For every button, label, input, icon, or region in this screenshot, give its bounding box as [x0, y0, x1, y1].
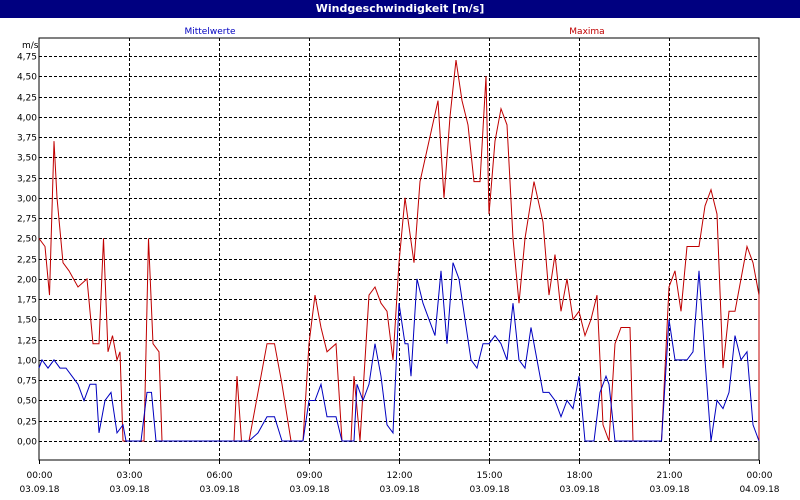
x-tick-time: 21:00 [657, 471, 683, 481]
chart-title: Windgeschwindigkeit [m/s] [0, 0, 800, 18]
series-layer [38, 60, 760, 442]
series-mittelwerte-line [38, 262, 760, 442]
y-tick-label: 2,75 [17, 215, 37, 225]
x-tick-time: 03:00 [117, 471, 143, 481]
x-tick-time: 09:00 [297, 471, 323, 481]
legend-mittelwerte: Mittelwerte [184, 27, 235, 37]
y-tick-label: 2,25 [17, 256, 37, 266]
x-tick-date: 03.09.18 [199, 485, 239, 495]
x-tick-time: 12:00 [387, 471, 413, 481]
x-tick-time: 00:00 [747, 471, 773, 481]
y-tick-label: 3,25 [17, 175, 37, 185]
x-tick-date: 03.09.18 [559, 485, 599, 495]
x-tick-time: 15:00 [477, 471, 503, 481]
y-tick-label: 4,50 [17, 73, 37, 83]
y-tick-label: 0,50 [17, 397, 37, 407]
x-tick-date: 03.09.18 [379, 485, 419, 495]
y-tick-label: 1,00 [17, 357, 37, 367]
x-tick-time: 18:00 [567, 471, 593, 481]
y-tick-label: 0,75 [17, 377, 37, 387]
y-tick-label: 0,25 [17, 418, 37, 428]
y-tick-label: 1,75 [17, 296, 37, 306]
x-tick-date: 03.09.18 [19, 485, 59, 495]
y-tick-label: 3,50 [17, 154, 37, 164]
x-tick-date: 03.09.18 [109, 485, 149, 495]
y-tick-label: 4,75 [17, 53, 37, 63]
x-tick-date: 03.09.18 [289, 485, 329, 495]
y-axis-label: m/s [22, 41, 39, 51]
y-axis: 0,00 0,25 0,50 0,75 1,00 1,25 1,50 1,75 2,00 2,25… [17, 53, 37, 448]
y-tick-label: 4,25 [17, 94, 37, 104]
y-tick-label: 4,00 [17, 114, 37, 124]
x-tick-date: 04.09.18 [739, 485, 779, 495]
y-tick-label: 2,50 [17, 235, 37, 245]
y-tick-label: 1,50 [17, 316, 37, 326]
x-tick-time: 06:00 [207, 471, 233, 481]
y-tick-label: 0,00 [17, 438, 37, 448]
y-tick-label: 3,75 [17, 134, 37, 144]
y-tick-label: 1,25 [17, 337, 37, 347]
x-tick-date: 03.09.18 [469, 485, 509, 495]
x-tick-date: 03.09.18 [649, 485, 689, 495]
grid [39, 38, 759, 460]
y-tick-label: 2,00 [17, 276, 37, 286]
x-tick-time: 00:00 [27, 471, 53, 481]
y-tick-label: 3,00 [17, 195, 37, 205]
series-maxima-line [38, 60, 760, 442]
x-axis: 00:00 03.09.18 03:00 03.09.18 06:00 03.09.18 0… [19, 460, 780, 495]
legend-maxima: Maxima [569, 27, 604, 37]
